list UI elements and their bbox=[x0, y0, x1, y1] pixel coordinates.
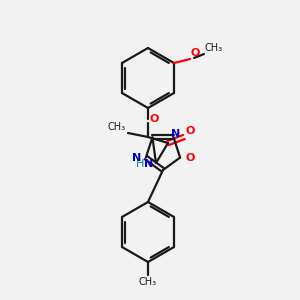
Text: CH₃: CH₃ bbox=[205, 43, 223, 53]
Text: CH₃: CH₃ bbox=[139, 277, 157, 287]
Text: O: O bbox=[185, 126, 194, 136]
Text: N: N bbox=[144, 159, 154, 169]
Text: O: O bbox=[191, 48, 200, 58]
Text: N: N bbox=[171, 129, 180, 140]
Text: O: O bbox=[185, 153, 194, 163]
Text: CH₃: CH₃ bbox=[108, 122, 126, 132]
Text: H: H bbox=[136, 159, 144, 169]
Text: N: N bbox=[132, 153, 141, 163]
Text: O: O bbox=[149, 114, 158, 124]
